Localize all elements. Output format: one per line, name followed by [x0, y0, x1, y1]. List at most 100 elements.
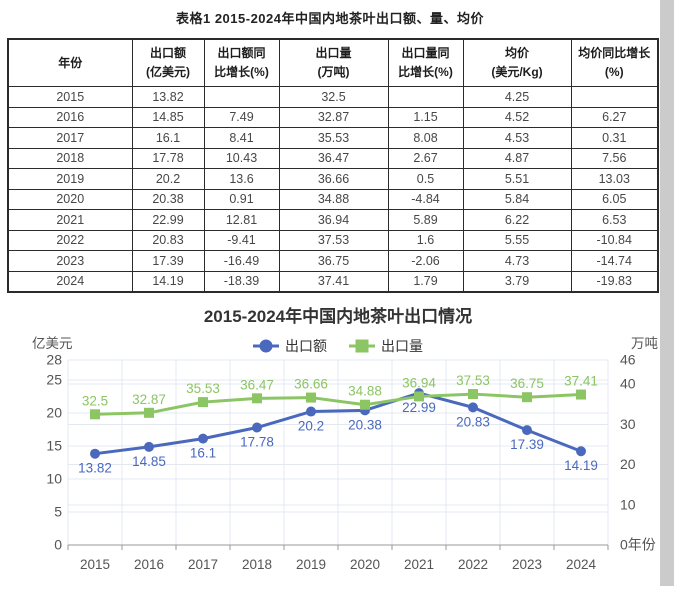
- data-label: 14.85: [132, 454, 166, 469]
- right-axis-unit-label: 万吨: [631, 336, 658, 351]
- chart-canvas: 2015-2024年中国内地茶叶出口情况 亿美元 万吨 0 5 10 15 20 25 28…: [32, 306, 658, 572]
- table-cell: 4.53: [462, 127, 572, 149]
- table-cell: -2.06: [387, 250, 464, 272]
- table-cell: 7.56: [570, 147, 659, 169]
- right-axis-tick-label: 40: [620, 376, 636, 392]
- table-cell: 8.41: [203, 127, 280, 149]
- x-axis-year-label: 2022: [458, 557, 488, 572]
- right-axis-tick-label: 46: [620, 352, 636, 368]
- table-cell: 35.53: [278, 127, 389, 149]
- column-header-2: 出口额同 比增长(%): [203, 38, 280, 87]
- table-row: 2018 17.78 10.43 36.47 2.67 4.87 7.56: [7, 147, 659, 169]
- table-cell: 36.75: [278, 250, 389, 272]
- data-point-square: [414, 391, 424, 402]
- data-point-square: [468, 389, 478, 400]
- table-cell: 32.87: [278, 106, 389, 128]
- left-axis-tick-label: 28: [46, 352, 62, 368]
- table-cell: -16.49: [203, 250, 280, 272]
- table-cell: 1.6: [387, 229, 464, 251]
- data-label: 32.5: [82, 393, 108, 408]
- chart-title: 2015-2024年中国内地茶叶出口情况: [204, 306, 472, 326]
- table-cell: 20.2: [131, 168, 205, 190]
- data-label: 22.99: [402, 400, 436, 415]
- x-axis-year-label: 2015: [80, 557, 110, 572]
- table-header: 年份 出口额 (亿美元) 出口额同 比增长(%) 出口量 (万吨) 出口量同 比增长(%) 均价(…: [7, 38, 659, 87]
- table-cell: 34.88: [278, 188, 389, 210]
- data-label: 16.1: [190, 446, 216, 461]
- left-axis-tick-label: 0: [54, 537, 62, 553]
- scrollbar[interactable]: [660, 0, 674, 586]
- data-point-circle: [198, 433, 208, 444]
- data-point-circle: [252, 422, 262, 433]
- table-cell: -4.84: [387, 188, 464, 210]
- table-cell: 13.03: [570, 168, 659, 190]
- table-cell: 7.49: [203, 106, 280, 128]
- table-cell: 4.73: [462, 250, 572, 272]
- data-point-circle: [90, 448, 100, 459]
- export-line-chart: 2015-2024年中国内地茶叶出口情况 亿美元 万吨 0 5 10 15 20 25 28…: [0, 292, 674, 586]
- x-axis-year-label: 2016: [134, 557, 164, 572]
- x-axis-year-label: 2024: [566, 557, 597, 572]
- table-cell: -19.83: [570, 270, 659, 293]
- table-cell: 6.05: [570, 188, 659, 210]
- right-axis-tick-label: 20: [620, 456, 636, 472]
- table-row: 2022 20.83 -9.41 37.53 1.6 5.55 -10.84: [7, 229, 659, 251]
- table-body: 2015 13.82 32.5 4.25 2016 14.85 7.49 32.87 1.15 4…: [7, 86, 659, 293]
- table-cell: 0.91: [203, 188, 280, 210]
- data-label: 37.53: [456, 373, 490, 388]
- table-cell: 2023: [7, 250, 133, 272]
- table-row: 2015 13.82 32.5 4.25: [7, 86, 659, 108]
- data-point-circle: [576, 446, 586, 457]
- series-line-出口量: [93, 392, 583, 416]
- data-label: 32.87: [132, 392, 166, 407]
- table-cell: 4.52: [462, 106, 572, 128]
- table-cell: 6.27: [570, 106, 659, 128]
- table-cell: 3.79: [462, 270, 572, 293]
- data-label: 36.66: [294, 377, 328, 392]
- legend-marker-square: [355, 339, 369, 353]
- table-cell: 22.99: [131, 209, 205, 231]
- table-cell: 36.47: [278, 147, 389, 169]
- chart-legend[interactable]: 出口额 出口量: [253, 338, 423, 354]
- column-header-1: 出口额 (亿美元): [131, 38, 205, 87]
- table-cell: 5.89: [387, 209, 464, 231]
- data-label: 13.82: [78, 461, 112, 476]
- column-header-6: 均价同比增长 (%): [570, 38, 659, 87]
- legend-label: 出口额: [285, 338, 327, 354]
- table-cell: 20.38: [131, 188, 205, 210]
- data-point-square: [360, 399, 370, 410]
- export-data-table: 年份 出口额 (亿美元) 出口额同 比增长(%) 出口量 (万吨) 出口量同 比增长(%) 均价(…: [7, 38, 659, 293]
- left-axis-tick-label: 5: [54, 503, 62, 519]
- table-cell: 6.53: [570, 209, 659, 231]
- legend-item-出口量[interactable]: 出口量: [349, 338, 423, 354]
- data-point-square: [576, 389, 586, 400]
- table-cell: 16.1: [131, 127, 205, 149]
- column-header-5: 均价 (美元/Kg): [462, 38, 572, 87]
- table-cell: -14.74: [570, 250, 659, 272]
- data-label: 20.38: [348, 417, 382, 432]
- left-axis-tick-label: 15: [46, 437, 62, 453]
- left-axis-tick-label: 25: [46, 371, 62, 387]
- left-axis-tick-label: 10: [46, 470, 62, 486]
- table-title: 表格1 2015-2024年中国内地茶叶出口额、量、均价: [175, 11, 484, 26]
- legend-item-出口额[interactable]: 出口额: [253, 338, 327, 354]
- table-cell: [203, 86, 280, 108]
- table-cell: 2017: [7, 127, 133, 149]
- data-point-circle: [144, 441, 154, 452]
- data-label: 35.53: [186, 381, 220, 396]
- table-header-row: 年份 出口额 (亿美元) 出口额同 比增长(%) 出口量 (万吨) 出口量同 比增长(%) 均价(…: [7, 38, 659, 87]
- table-row: 2021 22.99 12.81 36.94 5.89 6.22 6.53: [7, 209, 659, 231]
- right-axis-tick-label: 10: [620, 496, 636, 512]
- x-axis-year-label: 2019: [296, 557, 326, 572]
- data-label: 36.94: [402, 375, 436, 390]
- table-row: 2023 17.39 -16.49 36.75 -2.06 4.73 -14.74: [7, 250, 659, 272]
- data-label: 17.78: [240, 435, 274, 450]
- table-cell: -10.84: [570, 229, 659, 251]
- table-cell: 8.08: [387, 127, 464, 149]
- table-cell: 17.78: [131, 147, 205, 169]
- series-line-出口额: [93, 391, 583, 456]
- table-cell: 37.53: [278, 229, 389, 251]
- table-cell: 5.51: [462, 168, 572, 190]
- table-cell: 0.5: [387, 168, 464, 190]
- table-cell: 14.19: [131, 270, 205, 293]
